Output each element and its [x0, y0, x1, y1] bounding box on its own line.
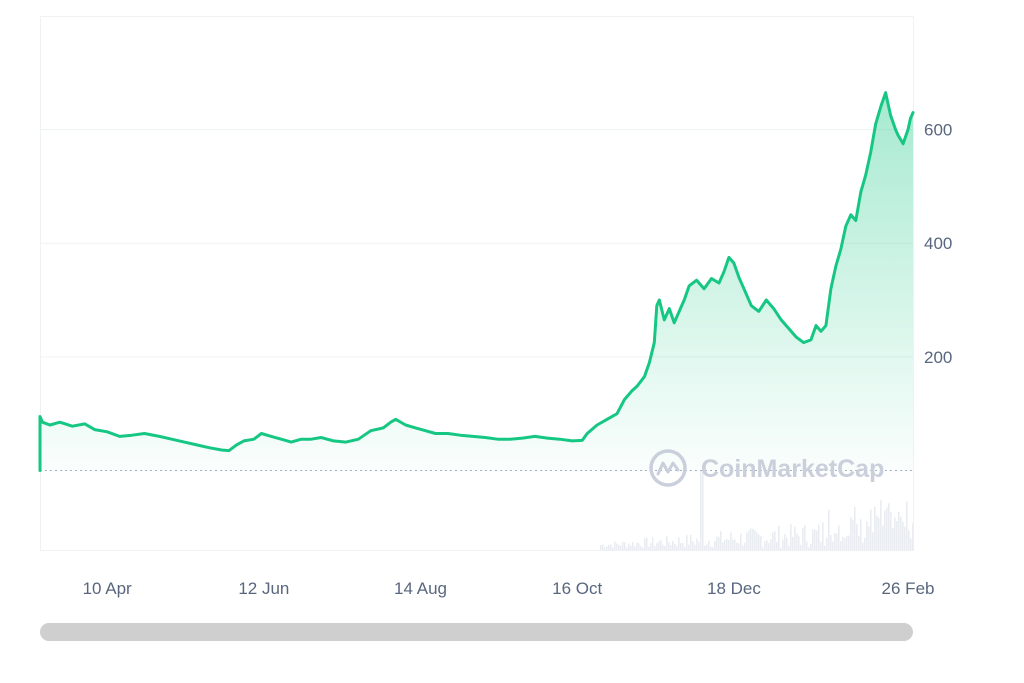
y-tick-label: 200 — [924, 348, 952, 367]
y-axis-ticks: 200 400 600 — [924, 121, 952, 367]
x-tick-label: 26 Feb — [882, 579, 935, 598]
y-tick-label: 600 — [924, 121, 952, 140]
x-tick-label: 12 Jun — [238, 579, 289, 598]
watermark-text: CoinMarketCap — [701, 455, 884, 483]
coinmarketcap-logo-icon — [649, 449, 687, 487]
watermark: CoinMarketCap — [649, 449, 884, 487]
x-tick-label: 18 Dec — [707, 579, 761, 598]
x-tick-label: 14 Aug — [394, 579, 447, 598]
y-tick-label: 400 — [924, 234, 952, 253]
x-axis-ticks: 10 Apr 12 Jun 14 Aug 16 Oct 18 Dec 26 Feb — [83, 579, 935, 598]
price-line — [38, 91, 915, 472]
volume-bars — [600, 470, 914, 550]
chart-scrollbar[interactable] — [40, 623, 913, 641]
x-tick-label: 16 Oct — [552, 579, 602, 598]
x-tick-label: 10 Apr — [83, 579, 132, 598]
price-area-fill — [40, 92, 913, 471]
